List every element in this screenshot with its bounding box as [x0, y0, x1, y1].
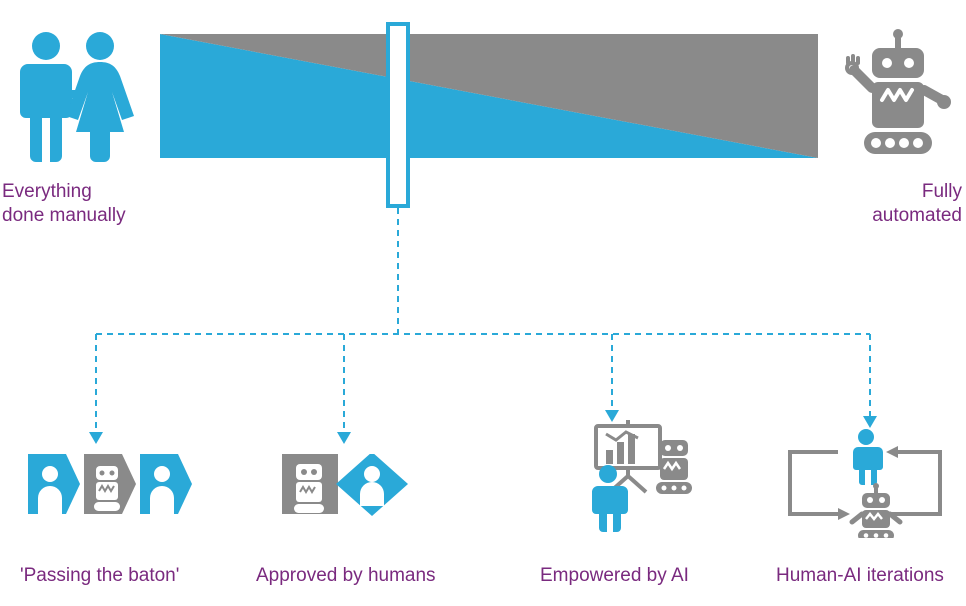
empowered-by-ai-icon: [556, 420, 706, 534]
human-ai-iterations-icon: [772, 428, 958, 538]
human-ai-iterations-label: Human-AI iterations: [776, 564, 966, 588]
approved-by-humans-icon: [282, 454, 422, 516]
diagram-root: Everything done manually: [0, 0, 966, 606]
empowered-by-ai-label: Empowered by AI: [540, 564, 740, 588]
passing-baton-label: 'Passing the baton': [20, 564, 220, 588]
passing-baton-icon: [28, 454, 196, 516]
approved-by-humans-label: Approved by humans: [256, 564, 476, 588]
